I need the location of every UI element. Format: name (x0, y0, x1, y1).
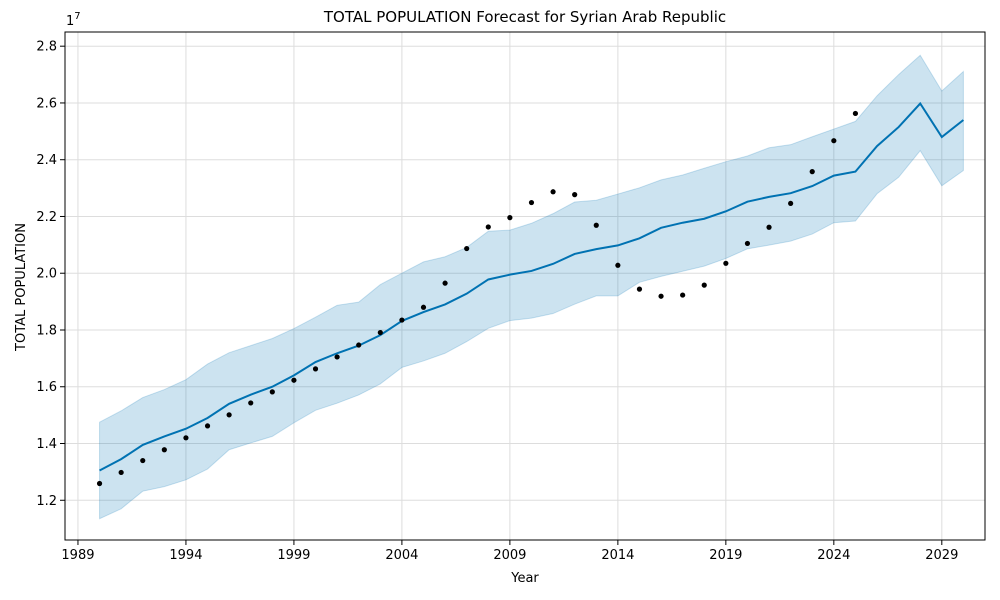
observed-point (312, 366, 319, 372)
plot-frame (64, 31, 986, 541)
observed-point (442, 280, 448, 286)
y-tick-label: 1.4 (36, 437, 57, 452)
observed-point (204, 423, 211, 429)
observed-point (636, 286, 643, 292)
observed-point (744, 240, 751, 247)
observed-point (118, 469, 124, 476)
observed-point (572, 192, 578, 198)
x-tick-label: 2014 (601, 548, 634, 563)
grid-lines (65, 32, 985, 540)
observed-point (356, 342, 362, 348)
observed-point (550, 189, 556, 195)
chart-title: TOTAL POPULATION Forecast for Syrian Ara… (323, 8, 726, 26)
observed-point (140, 457, 146, 464)
observed-point (161, 447, 167, 453)
y-tick-label: 1.8 (36, 323, 57, 338)
observed-point (809, 169, 815, 175)
observed-point (334, 354, 340, 360)
x-tick-label: 1994 (169, 548, 202, 563)
observed-point (593, 222, 599, 228)
observed-point (831, 138, 837, 144)
y-tick-label: 2.8 (36, 40, 57, 55)
forecast-line (99, 101, 965, 472)
observed-point (701, 282, 707, 288)
observed-point (680, 292, 686, 298)
x-tick-label: 1999 (277, 548, 310, 563)
y-tick-label: 2.4 (36, 153, 57, 168)
observed-point (507, 215, 513, 221)
x-tick-label: 2009 (493, 548, 526, 563)
observed-point (723, 260, 729, 266)
observed-point (766, 224, 772, 230)
observed-point (269, 389, 275, 395)
y-axis-ticks: 1.2 1.4 1.6 1.8 2.0 2.2 2.4 2.6 2.8 (36, 40, 65, 509)
y-tick-label: 2.0 (36, 267, 57, 282)
observed-point (615, 262, 621, 268)
observed-points (96, 110, 859, 487)
observed-point (852, 110, 859, 117)
observed-point (658, 293, 664, 299)
observed-point (464, 245, 470, 252)
y-tick-label: 2.6 (36, 96, 57, 111)
observed-point (420, 304, 427, 310)
x-tick-label: 1989 (61, 548, 94, 563)
x-axis-title: Year (510, 571, 539, 586)
observed-point (788, 200, 794, 207)
x-tick-label: 2029 (925, 548, 958, 563)
observed-point (528, 199, 535, 206)
observed-point (226, 412, 232, 418)
x-tick-label: 2019 (709, 548, 742, 563)
observed-point (291, 377, 297, 383)
y-tick-label: 1.6 (36, 380, 57, 395)
y-tick-label: 1.2 (36, 494, 57, 509)
x-axis-ticks: 1989 1994 1999 2004 2009 2014 2019 2024 2029 (61, 540, 958, 563)
uncertainty-interval-band (99, 54, 964, 520)
x-tick-label: 2024 (817, 548, 850, 563)
x-tick-label: 2004 (385, 548, 418, 563)
observed-point (485, 224, 491, 230)
y-tick-label: 2.2 (36, 210, 57, 225)
observed-point (96, 480, 103, 487)
observed-point (377, 329, 383, 336)
observed-point (183, 435, 189, 441)
y-axis-title: TOTAL POPULATION (14, 223, 29, 352)
observed-point (399, 317, 405, 323)
observed-point (248, 400, 254, 406)
